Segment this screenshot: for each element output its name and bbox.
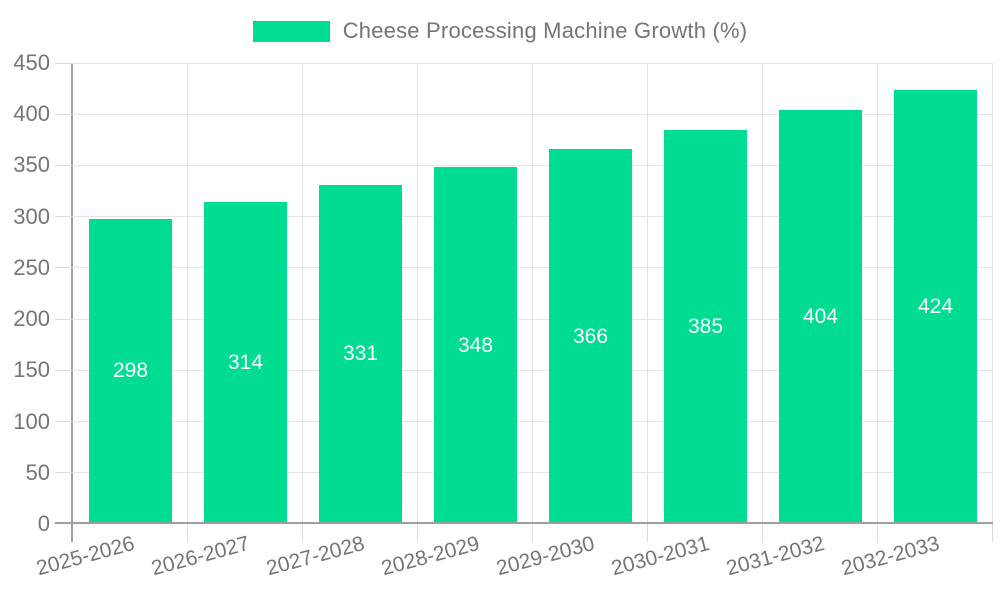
x-axis-tick	[302, 524, 303, 542]
legend-label: Cheese Processing Machine Growth (%)	[342, 18, 748, 43]
plot-area: 298 314 331 348 366 385 404 424	[73, 62, 993, 524]
bar-value-label: 424	[917, 294, 954, 318]
legend[interactable]: Cheese Processing Machine Growth (%)	[0, 18, 1000, 44]
y-axis-tick	[55, 421, 73, 423]
x-axis-tick	[877, 524, 878, 542]
y-axis-line	[71, 63, 73, 542]
legend-swatch	[252, 20, 330, 42]
x-axis-tick	[647, 524, 648, 542]
gridline-horizontal	[73, 267, 993, 269]
bar[interactable]: 348	[434, 167, 517, 524]
bar[interactable]: 314	[204, 202, 287, 524]
bar-value-label: 298	[112, 359, 149, 383]
gridline-horizontal	[73, 62, 993, 64]
bar-value-label: 385	[687, 314, 724, 338]
y-axis-tick	[55, 318, 73, 320]
y-axis-tick-label: 250	[13, 254, 50, 280]
y-axis-tick-label: 350	[13, 152, 50, 178]
y-axis-tick	[55, 164, 73, 166]
bar[interactable]: 298	[89, 218, 172, 524]
gridline-horizontal	[73, 421, 993, 423]
bar[interactable]: 366	[549, 149, 632, 524]
x-axis-tick	[187, 524, 188, 542]
bar[interactable]: 424	[894, 89, 977, 524]
y-axis-tick-label: 100	[13, 408, 50, 434]
gridline-vertical	[302, 63, 303, 524]
bar-value-label: 366	[572, 324, 609, 348]
y-axis-tick-label: 50	[25, 459, 50, 485]
y-axis-tick	[55, 369, 73, 371]
x-axis-tick	[532, 524, 533, 542]
y-axis-tick-label: 200	[13, 306, 50, 332]
bar[interactable]: 385	[664, 129, 747, 524]
gridline-horizontal	[73, 216, 993, 218]
y-axis-tick-label: 300	[13, 203, 50, 229]
bar-value-label: 404	[802, 305, 839, 329]
gridline-vertical	[647, 63, 648, 524]
gridline-vertical	[992, 63, 993, 524]
gridline-horizontal	[73, 318, 993, 320]
y-axis-tick	[55, 113, 73, 115]
gridline-horizontal	[73, 164, 993, 166]
gridline-vertical	[417, 63, 418, 524]
x-axis-tick	[992, 524, 993, 542]
x-axis-tick	[762, 524, 763, 542]
y-axis-tick-label: 0	[37, 511, 50, 536]
gridline-horizontal	[73, 369, 993, 371]
y-axis-tick	[55, 216, 73, 218]
gridline-horizontal	[73, 113, 993, 115]
bar-value-label: 314	[227, 351, 264, 375]
gridline-horizontal	[73, 472, 993, 474]
y-axis-tick	[55, 267, 73, 269]
y-axis-tick-label: 150	[13, 357, 50, 383]
x-axis-tick	[417, 524, 418, 542]
bar-value-label: 331	[342, 342, 379, 366]
y-axis-tick	[55, 472, 73, 474]
gridline-vertical	[187, 63, 188, 524]
y-axis-tick-label: 400	[13, 101, 50, 127]
y-axis-tick-label: 450	[13, 50, 50, 75]
gridline-vertical	[877, 63, 878, 524]
y-axis-tick	[55, 62, 73, 64]
gridline-vertical	[532, 63, 533, 524]
gridline-vertical	[762, 63, 763, 524]
bar[interactable]: 331	[319, 184, 402, 524]
bar[interactable]: 404	[779, 110, 862, 524]
bar-value-label: 348	[457, 333, 494, 357]
x-axis-line	[55, 522, 993, 524]
